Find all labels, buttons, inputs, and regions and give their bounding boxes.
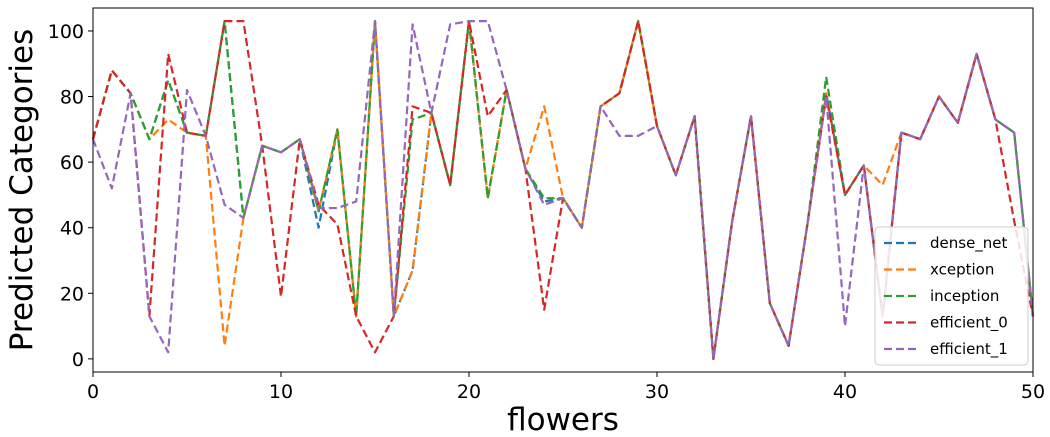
series-line-xception bbox=[91, 20, 1035, 360]
y-tick-label: 20 bbox=[60, 283, 84, 305]
legend-label: efficient_0 bbox=[930, 314, 1008, 333]
y-tick-label: 0 bbox=[72, 349, 84, 371]
legend-box bbox=[874, 226, 1029, 366]
x-tick-label: 40 bbox=[833, 381, 857, 403]
y-tick-label: 100 bbox=[48, 21, 84, 43]
y-tick-label: 40 bbox=[60, 218, 84, 240]
x-tick-label: 20 bbox=[457, 381, 481, 403]
x-tick-label: 30 bbox=[645, 381, 669, 403]
legend-label: xception bbox=[930, 261, 994, 279]
legend-label: dense_net bbox=[930, 234, 1008, 253]
plot-frame bbox=[92, 7, 1034, 373]
y-tick-label: 80 bbox=[60, 87, 84, 109]
legend-label: inception bbox=[930, 287, 999, 305]
x-tick-label: 10 bbox=[269, 381, 293, 403]
legend-label: efficient_1 bbox=[930, 340, 1008, 359]
x-tick-label: 50 bbox=[1021, 381, 1045, 403]
x-tick-label: 0 bbox=[87, 381, 99, 403]
legend: dense_net xception inception efficient_0eff… bbox=[874, 226, 1029, 366]
x-axis-label: flowers bbox=[507, 402, 619, 437]
x-axis: 0 10 20 30 40 50 bbox=[87, 372, 1045, 403]
series-line-efficient_1 bbox=[91, 20, 1035, 360]
y-tick-label: 60 bbox=[60, 152, 84, 174]
y-axis: 0 20 40 60 80 100 bbox=[48, 21, 93, 371]
y-axis-label: Predicted Categories bbox=[4, 29, 40, 351]
